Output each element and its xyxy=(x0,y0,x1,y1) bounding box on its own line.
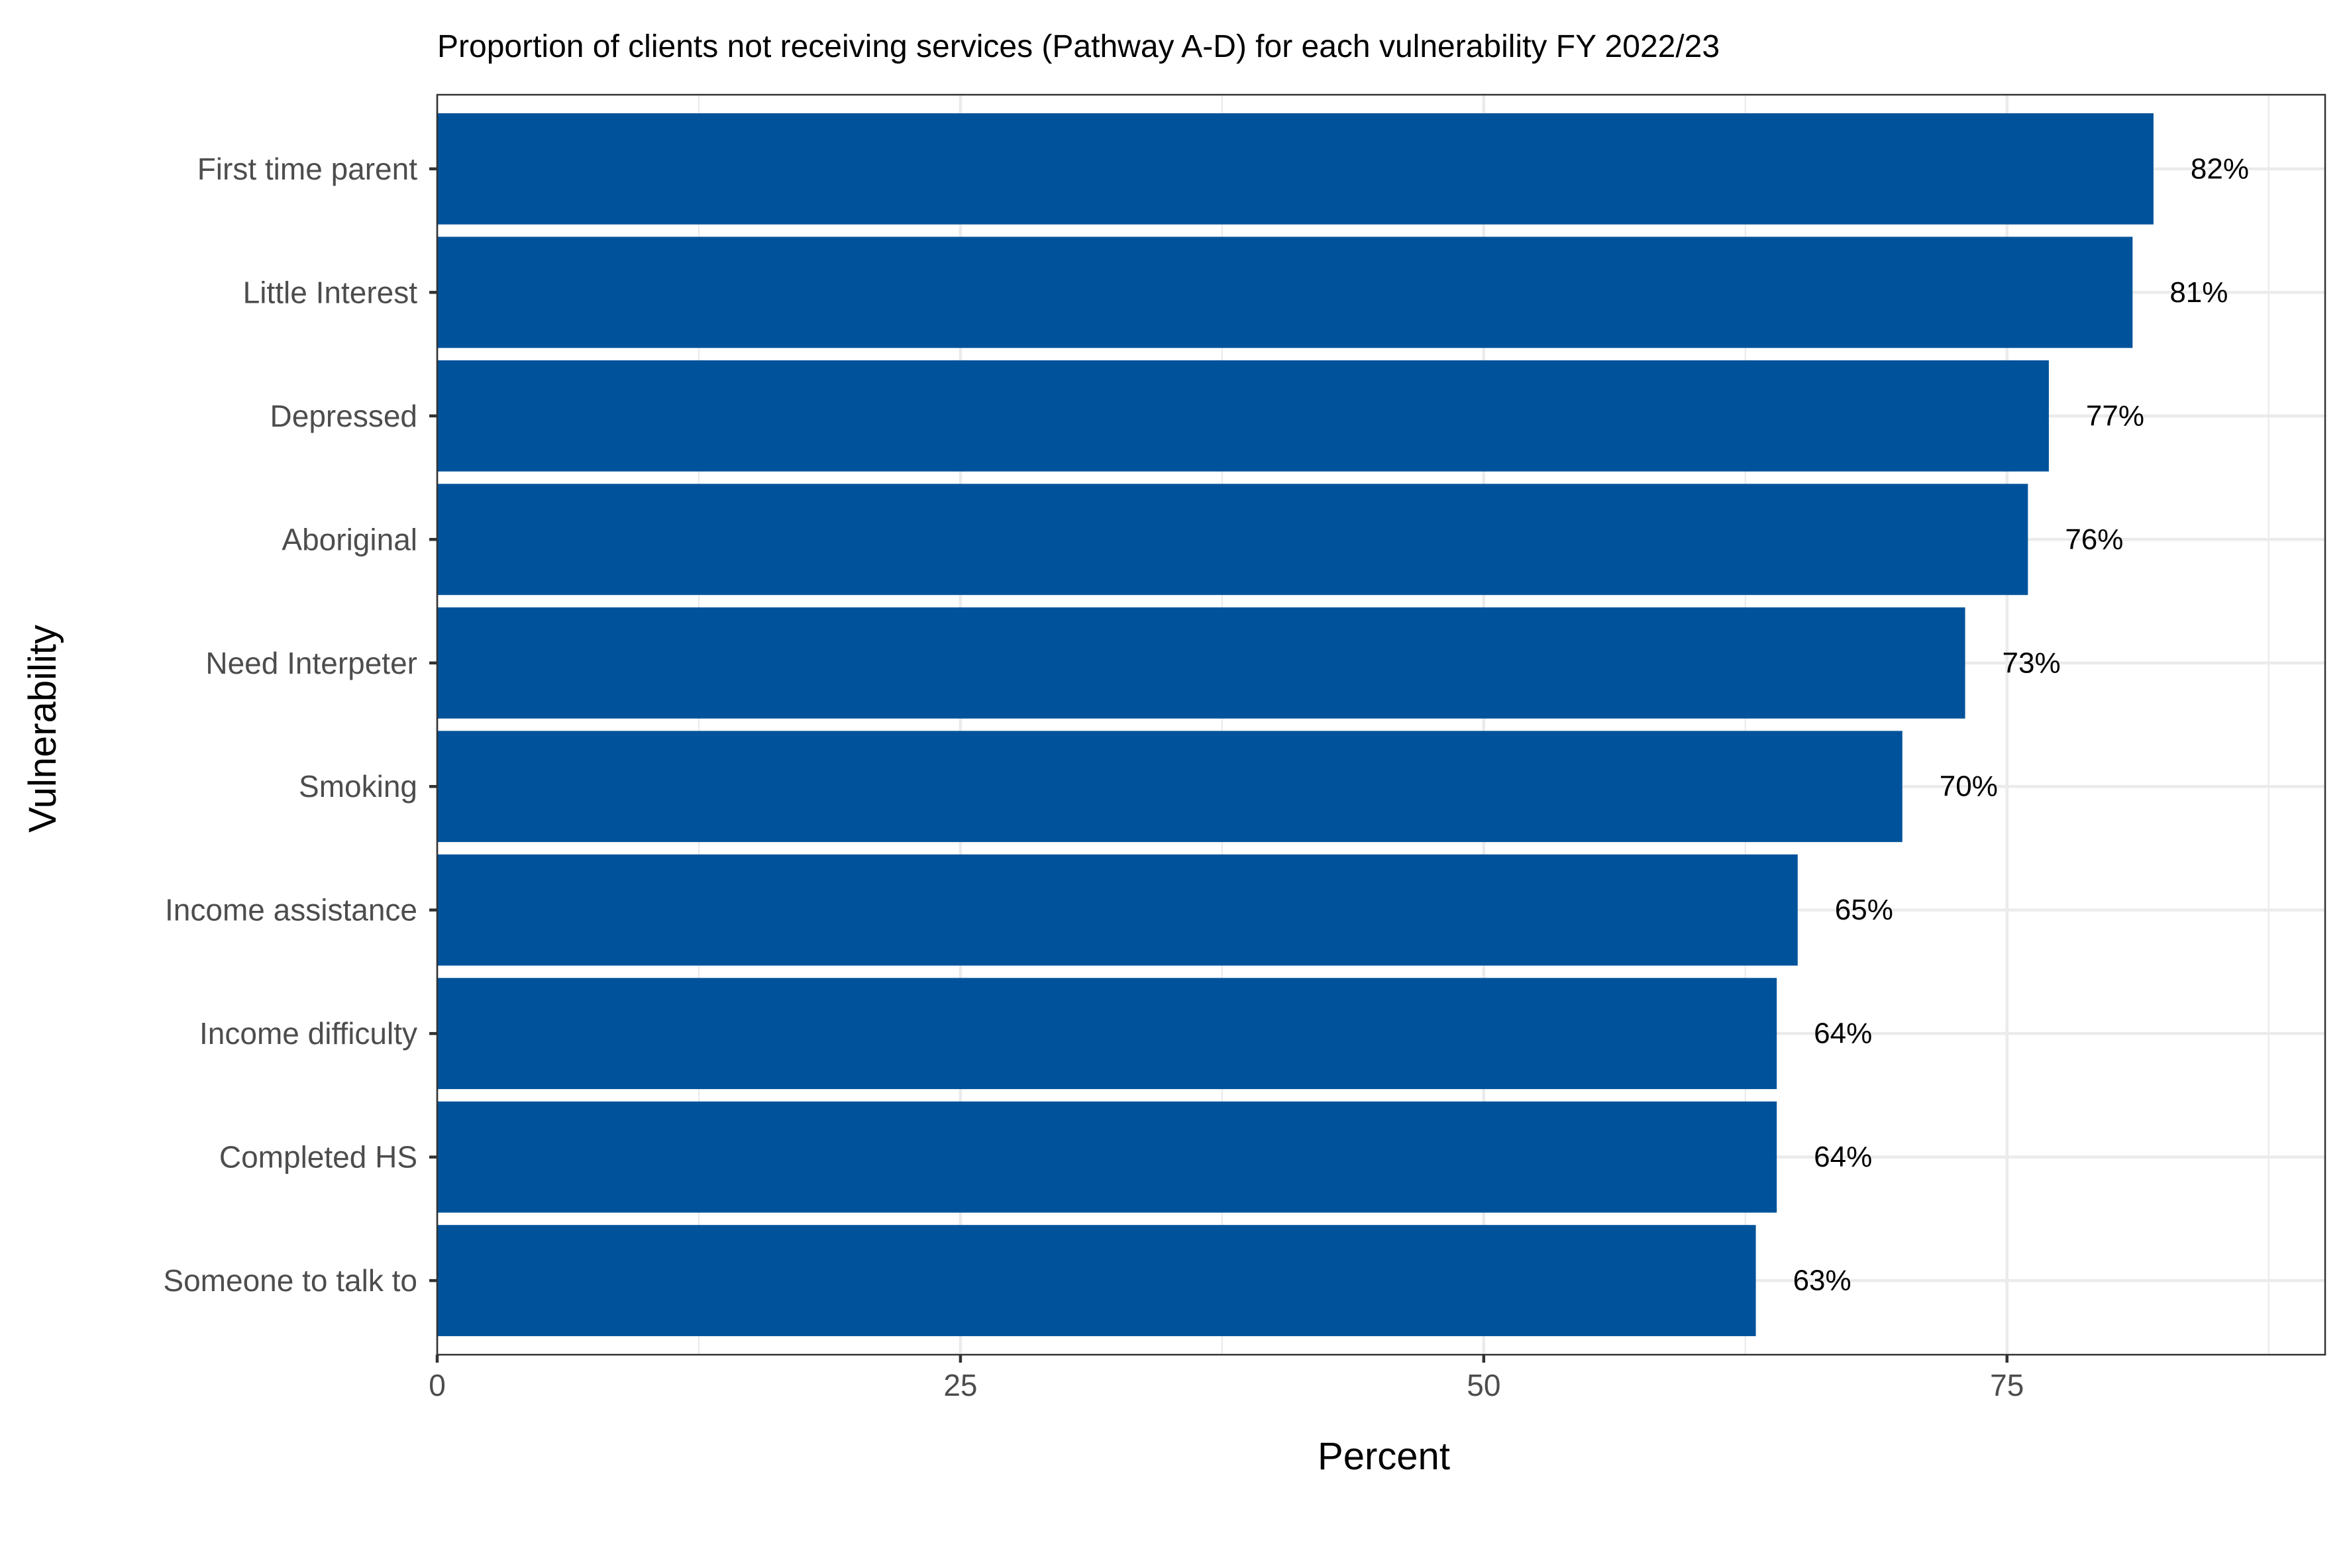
x-tick-label: 75 xyxy=(1990,1368,2024,1402)
x-axis-title: Percent xyxy=(1318,1435,1450,1478)
bar xyxy=(437,484,2028,596)
y-tick-label: Smoking xyxy=(299,769,417,804)
chart-title: Proportion of clients not receiving serv… xyxy=(437,29,1720,64)
data-label: 63% xyxy=(1793,1265,1852,1297)
bar xyxy=(437,236,2133,348)
bar xyxy=(437,731,1903,843)
bar xyxy=(437,113,2154,225)
x-tick-label: 0 xyxy=(429,1368,446,1402)
x-tick-label: 25 xyxy=(943,1368,977,1402)
data-label: 77% xyxy=(2086,399,2144,432)
data-label: 81% xyxy=(2169,276,2228,309)
bar xyxy=(437,854,1798,966)
y-tick-label: Aboriginal xyxy=(282,522,417,556)
data-label: 64% xyxy=(1814,1141,1872,1173)
bars xyxy=(437,113,2154,1337)
y-tick-label: Completed HS xyxy=(219,1140,417,1175)
bar xyxy=(437,1225,1756,1337)
y-tick-label: Someone to talk to xyxy=(163,1263,417,1298)
x-tick-label: 50 xyxy=(1467,1368,1500,1402)
y-axis: First time parent Little Interest Depresse… xyxy=(163,152,437,1298)
data-label: 76% xyxy=(2065,523,2123,556)
y-tick-label: Little Interest xyxy=(243,275,418,309)
data-label: 65% xyxy=(1835,894,1893,926)
plot-panel-border xyxy=(436,93,2326,1356)
bar xyxy=(437,1101,1777,1213)
y-axis-title: Vulnerability xyxy=(21,625,64,833)
bar xyxy=(437,978,1777,1090)
data-label: 64% xyxy=(1814,1018,1872,1050)
y-tick-label: Income assistance xyxy=(165,893,417,927)
y-tick-label: Depressed xyxy=(270,399,417,433)
y-tick-label: First time parent xyxy=(197,152,418,186)
data-label: 73% xyxy=(2003,647,2061,679)
y-tick-label: Need Interpeter xyxy=(205,646,417,680)
data-label: 82% xyxy=(2191,152,2249,185)
data-label: 70% xyxy=(1940,770,1998,803)
x-axis: 0 25 50 75 xyxy=(429,1355,2024,1402)
data-labels: 82% 81% 77% 76% 73% 70% 65% 64% 64% 63% xyxy=(1793,152,2249,1296)
bar xyxy=(437,607,1965,719)
bar xyxy=(437,360,2049,472)
y-tick-label: Income difficulty xyxy=(199,1016,417,1051)
